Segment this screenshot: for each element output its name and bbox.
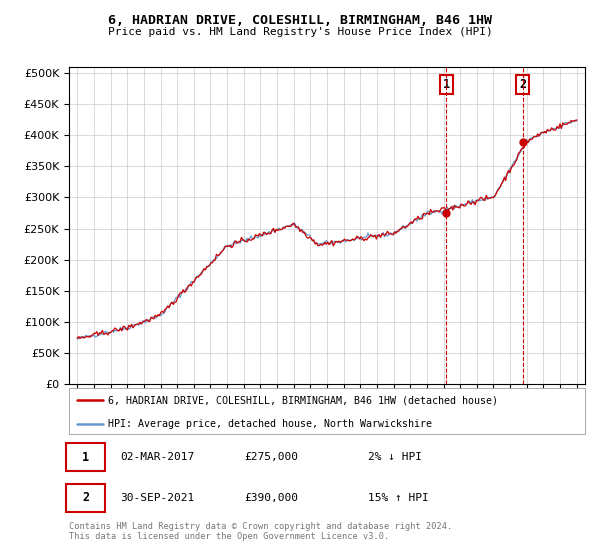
- Text: HPI: Average price, detached house, North Warwickshire: HPI: Average price, detached house, Nort…: [108, 419, 432, 429]
- FancyBboxPatch shape: [67, 484, 105, 511]
- Text: 6, HADRIAN DRIVE, COLESHILL, BIRMINGHAM, B46 1HW (detached house): 6, HADRIAN DRIVE, COLESHILL, BIRMINGHAM,…: [108, 395, 498, 405]
- Text: 15% ↑ HPI: 15% ↑ HPI: [368, 493, 429, 503]
- Text: 02-MAR-2017: 02-MAR-2017: [121, 452, 195, 462]
- Text: 30-SEP-2021: 30-SEP-2021: [121, 493, 195, 503]
- Text: Contains HM Land Registry data © Crown copyright and database right 2024.
This d: Contains HM Land Registry data © Crown c…: [69, 522, 452, 542]
- Text: £390,000: £390,000: [244, 493, 298, 503]
- Text: 6, HADRIAN DRIVE, COLESHILL, BIRMINGHAM, B46 1HW: 6, HADRIAN DRIVE, COLESHILL, BIRMINGHAM,…: [108, 14, 492, 27]
- Text: £275,000: £275,000: [244, 452, 298, 462]
- Text: 1: 1: [82, 451, 89, 464]
- Text: 2% ↓ HPI: 2% ↓ HPI: [368, 452, 422, 462]
- Text: 2: 2: [519, 78, 526, 91]
- FancyBboxPatch shape: [67, 444, 105, 471]
- Text: Price paid vs. HM Land Registry's House Price Index (HPI): Price paid vs. HM Land Registry's House …: [107, 27, 493, 37]
- Text: 1: 1: [443, 78, 450, 91]
- Text: 2: 2: [82, 491, 89, 504]
